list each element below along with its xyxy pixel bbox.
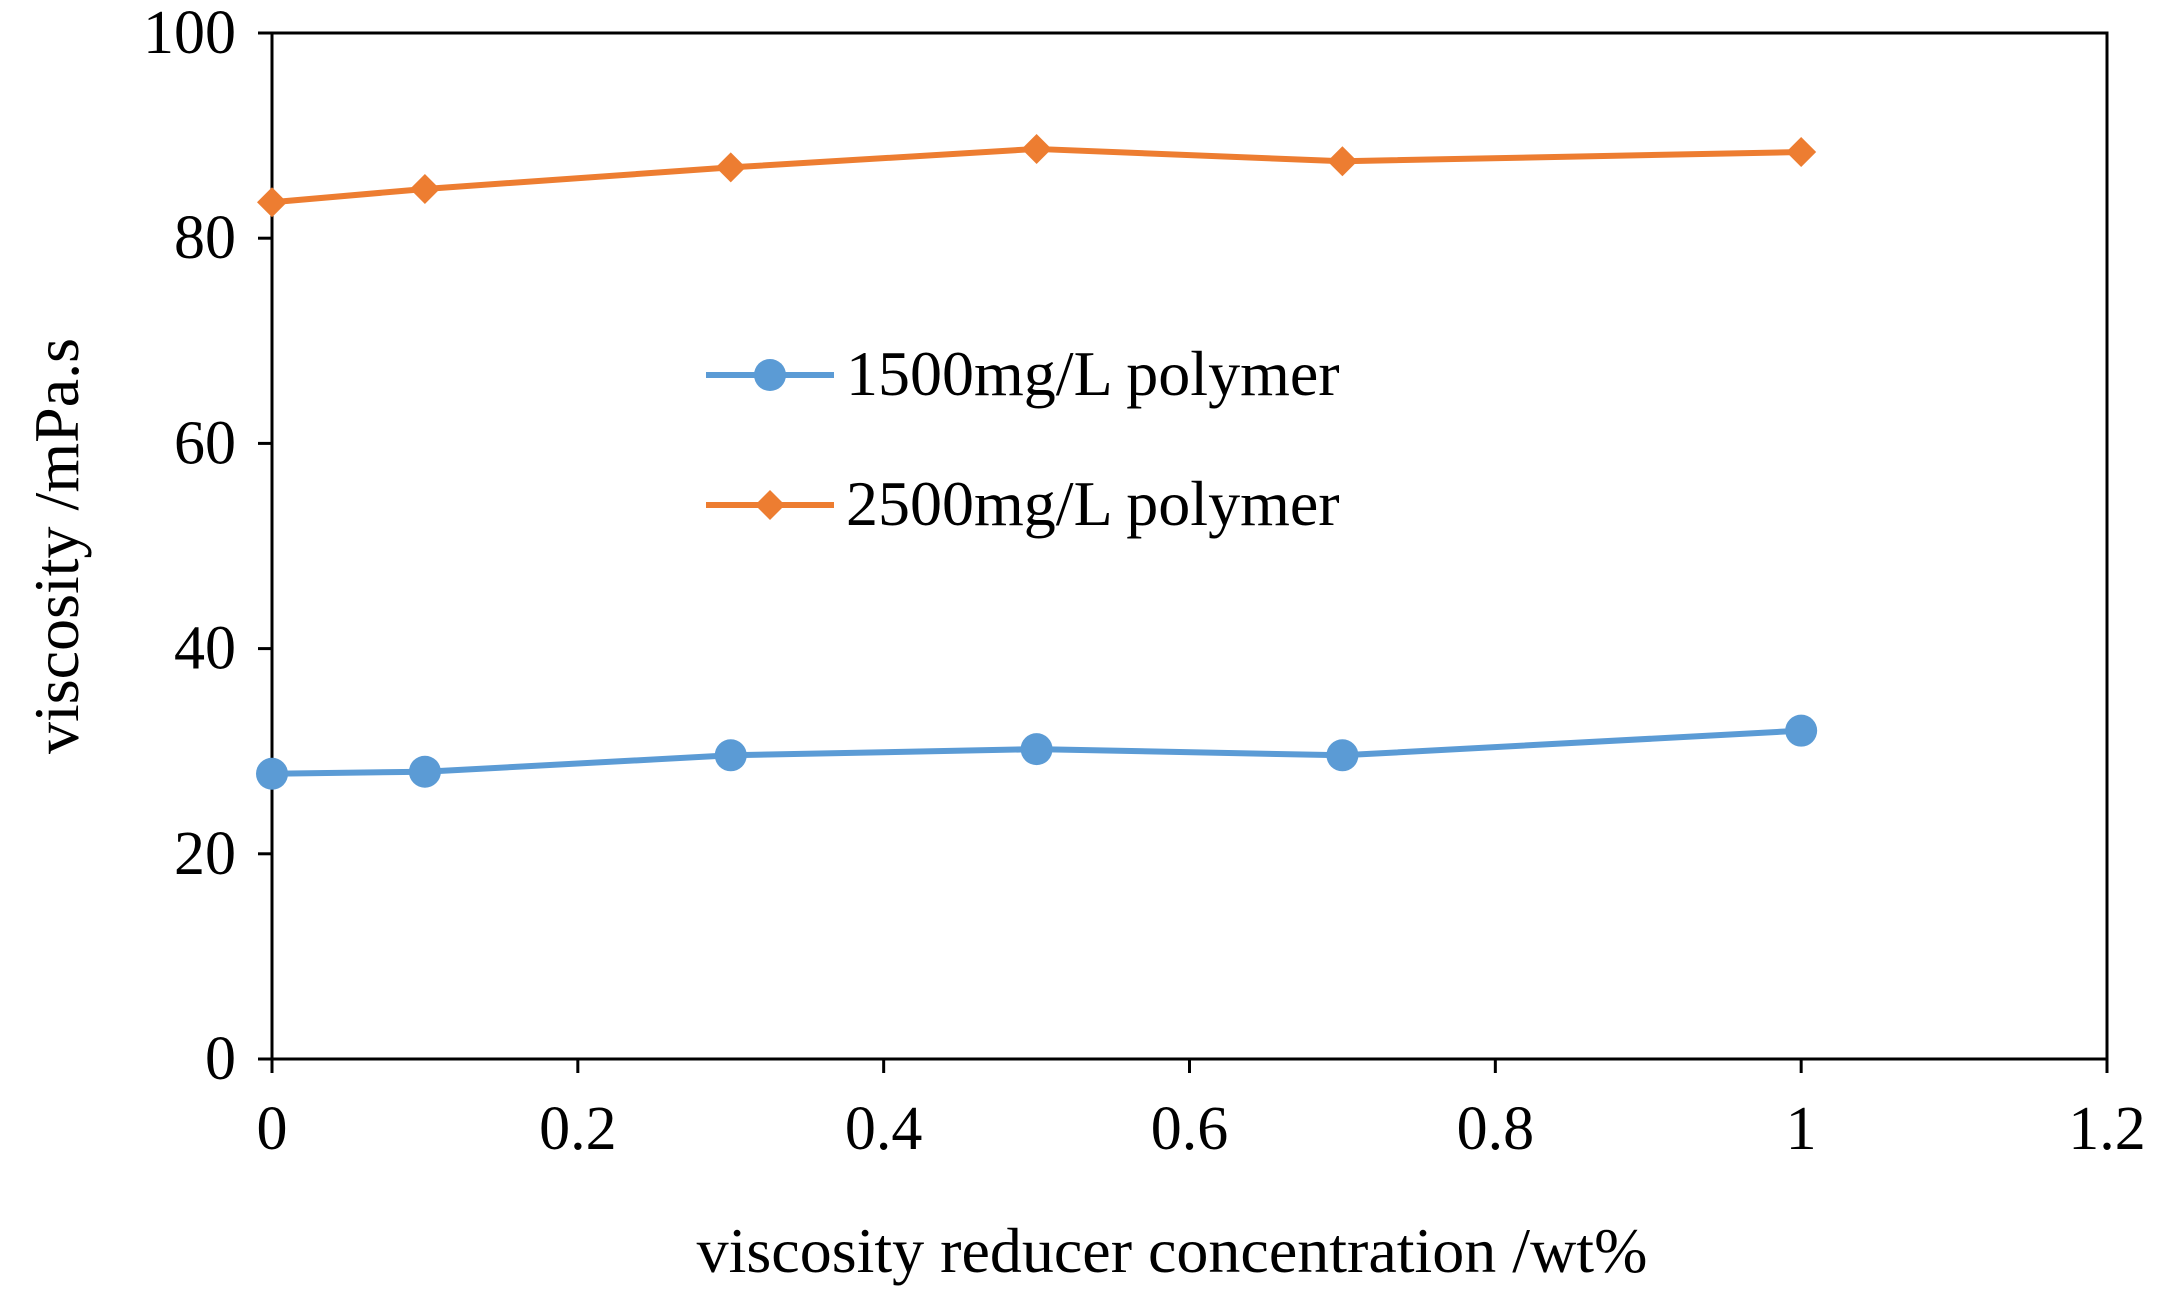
x-axis-title: viscosity reducer concentration /wt% <box>697 1215 1648 1286</box>
series-1-point <box>714 739 747 772</box>
x-tick-label: 0.6 <box>1151 1095 1229 1163</box>
y-tick-label: 20 <box>174 820 236 888</box>
x-tick-label: 1.2 <box>2068 1095 2146 1163</box>
y-tick-label: 100 <box>143 0 236 67</box>
series-1-line <box>271 727 1802 777</box>
series-2-point <box>1786 137 1817 168</box>
series-2 <box>257 133 1817 218</box>
series-1-point <box>1785 714 1818 747</box>
series-layer <box>256 133 1818 790</box>
x-tick-label: 0.8 <box>1457 1095 1535 1163</box>
legend-swatch-marker <box>754 359 786 391</box>
x-tick-label: 1 <box>1786 1095 1817 1163</box>
y-tick-label: 40 <box>174 615 236 683</box>
series-2-point <box>1327 146 1358 177</box>
series-1-point <box>408 755 441 788</box>
x-tick-label: 0.2 <box>539 1095 617 1163</box>
series-1-point <box>1020 733 1053 766</box>
series-1 <box>256 714 1818 790</box>
legend-swatch-marker <box>755 490 785 520</box>
y-axis-title: viscosity /mPa.s <box>21 338 92 754</box>
y-tick-label: 0 <box>205 1025 236 1093</box>
legend-label: 1500mg/L polymer <box>846 338 1340 409</box>
legend-item-1: 1500mg/L polymer <box>706 338 1340 409</box>
plot-area-frame <box>270 31 2109 1061</box>
series-2-point <box>1021 133 1052 164</box>
y-tick-label: 60 <box>174 409 236 477</box>
series-2-point <box>257 187 287 218</box>
legend: 1500mg/L polymer 2500mg/L polymer <box>706 338 1340 539</box>
x-tick-label: 0.4 <box>845 1095 923 1163</box>
y-tick-label: 80 <box>174 204 236 272</box>
legend-item-2: 2500mg/L polymer <box>706 468 1340 539</box>
series-1-point <box>1326 739 1359 772</box>
x-axis-ticks: 0 0.2 0.4 0.6 0.8 1 1.2 <box>257 1059 2146 1163</box>
series-1-point <box>256 757 288 790</box>
series-2-line <box>271 145 1802 206</box>
series-2-point <box>715 152 746 183</box>
x-tick-label: 0 <box>257 1095 288 1163</box>
series-2-point <box>409 173 440 204</box>
y-axis-ticks: 0 20 40 60 80 100 <box>143 0 272 1093</box>
legend-label: 2500mg/L polymer <box>846 468 1340 539</box>
